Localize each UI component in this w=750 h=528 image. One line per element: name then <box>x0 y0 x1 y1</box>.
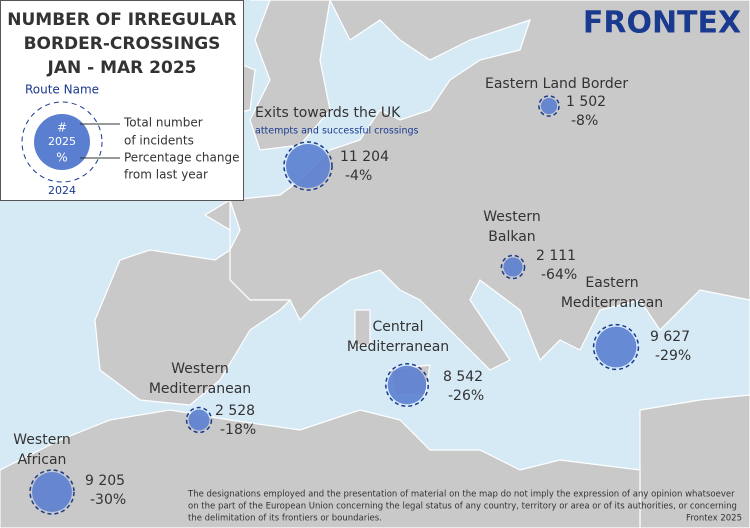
legend-change-label: from last year <box>124 168 208 182</box>
legend-change: % <box>56 151 67 165</box>
route-name: African <box>18 452 67 468</box>
route-change: -8% <box>571 113 598 129</box>
route-circle <box>595 326 637 368</box>
title-line: JAN - MAR 2025 <box>47 58 197 78</box>
route-dashed-circle <box>385 363 429 407</box>
route-circle <box>32 472 72 512</box>
title-line: BORDER-CROSSINGS <box>24 34 221 54</box>
route-dashed-circle <box>592 323 640 371</box>
disclaimer: on the part of the European Union concer… <box>188 502 737 512</box>
route-name: Eastern <box>585 275 638 291</box>
route-circle <box>188 409 210 431</box>
route-count: 9 205 <box>85 473 125 489</box>
route-dashed-circle <box>538 95 560 117</box>
route-name: Balkan <box>488 229 535 245</box>
route-count: 2 528 <box>215 403 255 419</box>
route-name: Eastern Land Border <box>485 76 628 92</box>
route-dashed-circle <box>29 469 75 515</box>
route-change: -29% <box>655 348 691 364</box>
route-count: 11 204 <box>340 149 389 165</box>
route-circle <box>387 365 427 405</box>
route-name: Mediterranean <box>347 339 449 355</box>
legend-change-label: Percentage change <box>124 151 239 165</box>
route-change: -30% <box>90 492 126 508</box>
legend-dashed-circle <box>21 101 103 183</box>
route-name: Western <box>483 209 540 225</box>
disclaimer: The designations employed and the presen… <box>187 490 735 500</box>
route-dashed-circle <box>500 254 526 280</box>
route-change: -4% <box>345 168 372 184</box>
route-change: -64% <box>541 267 577 283</box>
title-line: NUMBER OF IRREGULAR <box>7 10 236 30</box>
route-name: Western <box>171 361 228 377</box>
legend-count-label: Total number <box>123 116 203 130</box>
route-count: 1 502 <box>566 94 606 110</box>
route-change: -26% <box>448 388 484 404</box>
route-subtitle: attempts and successful crossings <box>255 126 418 137</box>
legend-box <box>0 0 244 201</box>
legend-circle <box>34 114 90 170</box>
route-count: 8 542 <box>443 369 483 385</box>
legend-count: # <box>57 121 67 135</box>
route-circle <box>285 143 331 189</box>
legend-previous-year: 2024 <box>48 184 76 197</box>
legend-route-name: Route Name <box>25 83 99 97</box>
route-circle <box>540 97 558 115</box>
legend-count-label: of incidents <box>124 134 194 148</box>
credit: Frontex 2025 <box>686 514 742 524</box>
route-dashed-circle <box>185 406 213 434</box>
route-count: 2 111 <box>536 248 576 264</box>
route-count: 9 627 <box>650 329 690 345</box>
logo: FRONTEX <box>583 6 741 41</box>
route-name: Exits towards the UK <box>255 105 401 121</box>
route-name: Central <box>373 319 424 335</box>
disclaimer: the delimitation of its frontiers or bou… <box>188 514 382 524</box>
route-change: -18% <box>220 422 256 438</box>
route-dashed-circle <box>283 141 333 191</box>
route-name: Mediterranean <box>149 381 251 397</box>
legend-year: 2025 <box>48 135 76 148</box>
route-name: Mediterranean <box>561 295 663 311</box>
route-circle <box>503 257 523 277</box>
route-name: Western <box>13 432 70 448</box>
